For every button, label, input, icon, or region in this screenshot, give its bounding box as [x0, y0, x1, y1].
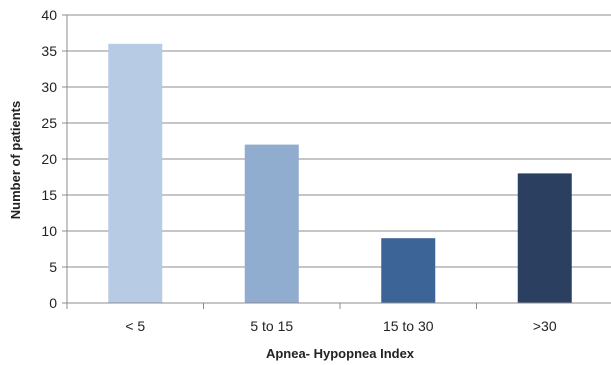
x-tick-label: < 5	[125, 318, 145, 334]
x-tick-labels: < 5 5 to 15 15 to 30 >30	[125, 318, 557, 334]
bar	[517, 173, 572, 303]
bars	[108, 43, 572, 304]
x-tick-label: >30	[533, 318, 557, 334]
y-tick-label: 0	[49, 295, 57, 311]
y-tick-label: 20	[41, 151, 57, 167]
y-tick-label: 35	[41, 43, 57, 59]
bar	[244, 144, 299, 303]
x-axis-title: Apnea- Hypopnea Index	[266, 346, 415, 361]
y-tick-label: 40	[41, 7, 57, 23]
bar	[108, 43, 163, 304]
y-tick-label: 10	[41, 223, 57, 239]
y-tick-label: 15	[41, 187, 57, 203]
y-tick-labels: 0 5 10 15 20 25 30 35 40	[41, 7, 57, 311]
bar	[381, 238, 436, 303]
x-tick-label: 15 to 30	[383, 318, 434, 334]
x-tick-label: 5 to 15	[250, 318, 293, 334]
y-tick-label: 25	[41, 115, 57, 131]
y-tick-label: 5	[49, 259, 57, 275]
axes	[62, 14, 611, 309]
y-axis-title: Number of patients	[8, 101, 23, 219]
y-tick-label: 30	[41, 79, 57, 95]
